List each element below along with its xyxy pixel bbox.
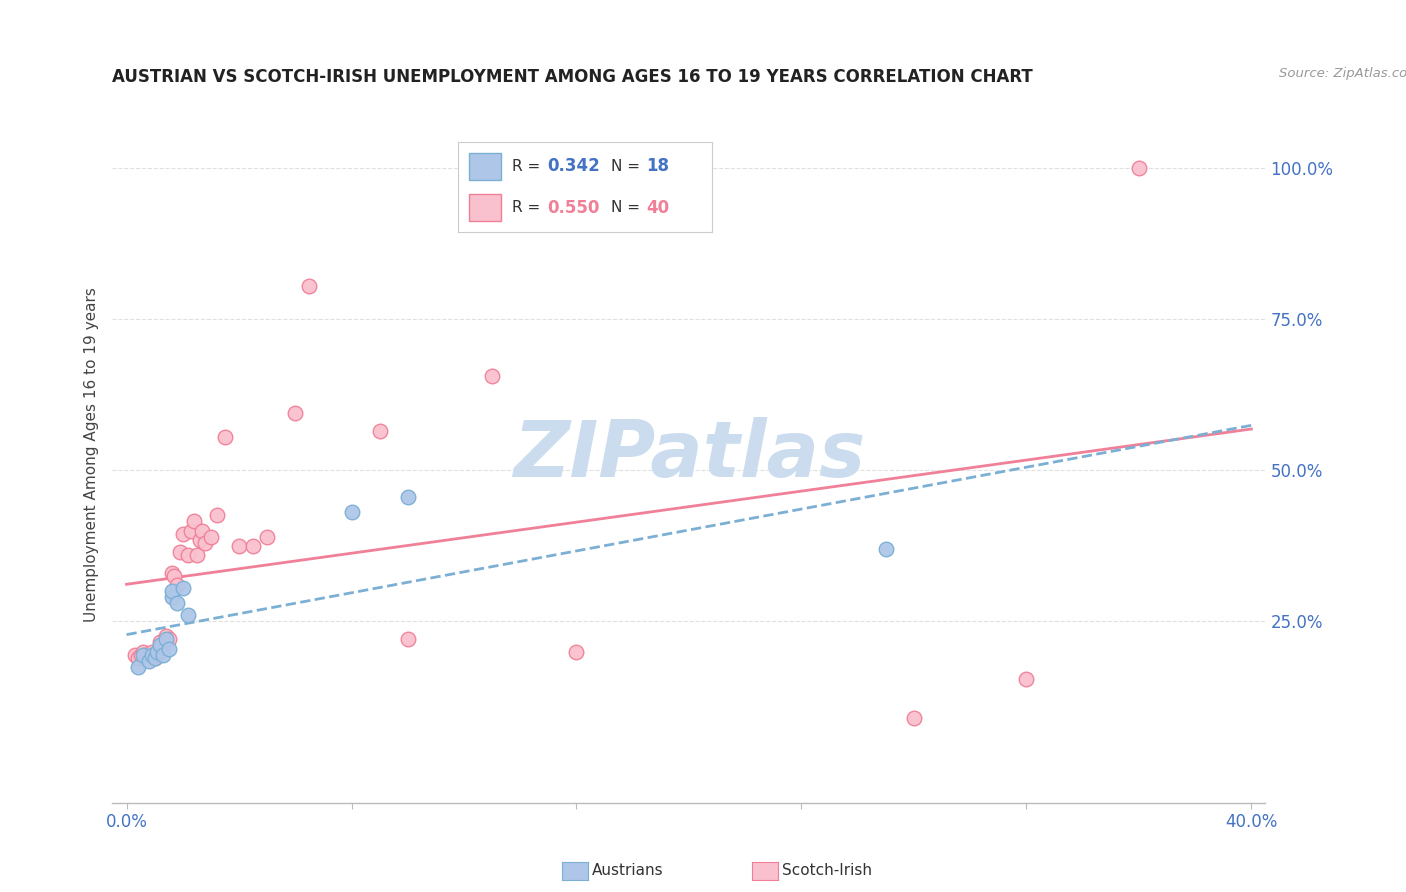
Text: 0.550: 0.550 (547, 199, 599, 217)
Point (127, 650, 149, 665)
FancyBboxPatch shape (468, 153, 502, 180)
Point (143, 650, 166, 665)
Text: R =: R = (512, 201, 544, 215)
Point (284, 406, 307, 420)
Point (1128, 161, 1150, 175)
Point (172, 526, 194, 541)
Point (152, 648, 174, 662)
Text: 40: 40 (645, 199, 669, 217)
Point (188, 533, 211, 547)
Point (228, 539, 250, 553)
Point (172, 581, 194, 595)
Point (191, 524, 214, 538)
Point (194, 535, 217, 549)
Point (127, 659, 149, 673)
Text: 0.342: 0.342 (547, 157, 600, 175)
Point (1015, 672, 1038, 686)
Point (200, 530, 222, 544)
Point (214, 430, 236, 444)
Point (205, 508, 228, 523)
Y-axis label: Unemployment Among Ages 16 to 19 years: Unemployment Among Ages 16 to 19 years (84, 287, 100, 623)
Point (163, 569, 186, 583)
Text: ZIPatlas: ZIPatlas (513, 417, 865, 493)
Point (875, 541, 897, 556)
Text: 18: 18 (645, 157, 669, 175)
Point (180, 524, 202, 538)
Point (396, 632, 419, 647)
Point (169, 545, 191, 559)
Point (157, 632, 180, 647)
Text: N =: N = (610, 159, 644, 174)
Point (160, 590, 183, 604)
Point (481, 369, 503, 384)
Text: Austrians: Austrians (592, 863, 664, 878)
Point (143, 650, 166, 665)
Point (132, 644, 155, 658)
Point (149, 639, 172, 653)
Point (138, 654, 160, 668)
Text: Source: ZipAtlas.com: Source: ZipAtlas.com (1279, 67, 1406, 80)
Point (132, 648, 155, 662)
Point (166, 596, 188, 610)
Point (256, 530, 278, 544)
Point (166, 578, 188, 592)
Point (903, 711, 925, 725)
Point (242, 539, 264, 553)
Point (157, 641, 180, 656)
Point (124, 648, 146, 662)
Point (141, 644, 163, 658)
Point (146, 648, 169, 662)
Point (129, 648, 152, 662)
FancyBboxPatch shape (468, 194, 502, 221)
Point (155, 632, 177, 647)
Point (298, 278, 321, 293)
Point (149, 635, 172, 649)
Point (141, 648, 163, 662)
Text: N =: N = (610, 201, 644, 215)
Point (177, 608, 200, 623)
Point (160, 566, 183, 580)
Point (565, 644, 588, 658)
Point (177, 548, 200, 562)
Text: Scotch-Irish: Scotch-Irish (782, 863, 872, 878)
Point (340, 505, 363, 519)
Point (160, 584, 183, 599)
Point (146, 644, 169, 658)
Point (155, 629, 177, 643)
Point (183, 515, 205, 529)
Point (368, 424, 391, 438)
Point (138, 648, 160, 662)
Point (186, 548, 208, 562)
Text: AUSTRIAN VS SCOTCH-IRISH UNEMPLOYMENT AMONG AGES 16 TO 19 YEARS CORRELATION CHAR: AUSTRIAN VS SCOTCH-IRISH UNEMPLOYMENT AM… (112, 68, 1033, 86)
Point (152, 639, 174, 653)
Text: R =: R = (512, 159, 544, 174)
Point (396, 490, 419, 504)
Point (135, 648, 157, 662)
